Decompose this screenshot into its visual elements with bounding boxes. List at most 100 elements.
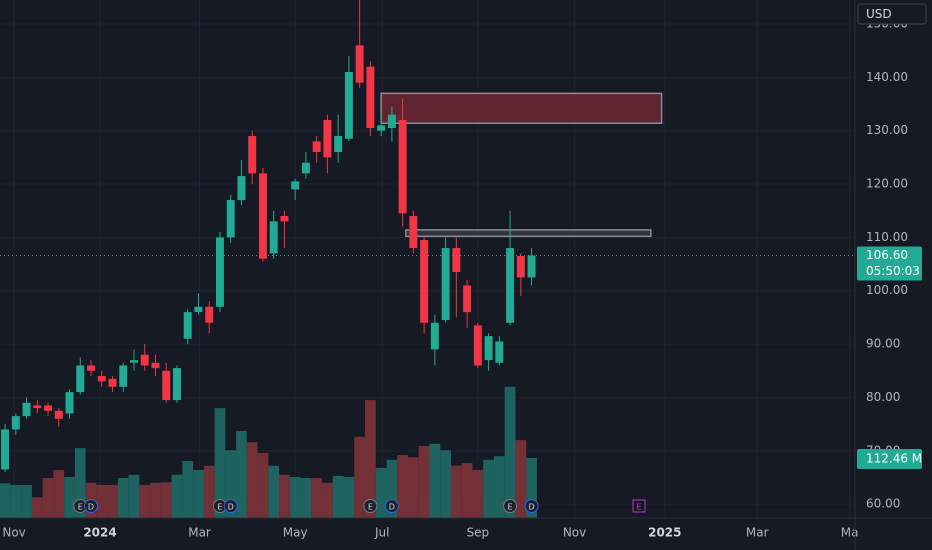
x-tick-label: 2024 xyxy=(83,526,116,540)
y-tick-label: 100.00 xyxy=(866,283,908,297)
event-icon xyxy=(503,499,518,513)
candle-body xyxy=(420,240,429,323)
candle-body xyxy=(441,248,450,321)
volume-bar xyxy=(42,477,54,518)
candle-body xyxy=(387,114,396,129)
candle-body xyxy=(366,66,375,129)
event-label: D xyxy=(389,503,395,512)
candle-body xyxy=(97,376,106,382)
volume-bar xyxy=(440,450,451,518)
y-tick-label: 90.00 xyxy=(866,337,900,351)
x-tick-label: Nov xyxy=(563,526,586,540)
candle-body xyxy=(516,256,525,278)
candle-body xyxy=(258,173,267,259)
x-tick-label: 2025 xyxy=(648,526,681,540)
volume-bar xyxy=(182,460,194,518)
volume-bar xyxy=(21,484,32,518)
x-tick-label: Nov xyxy=(2,526,25,540)
candle-body xyxy=(484,336,493,361)
volume-bar xyxy=(171,474,183,518)
event-icon xyxy=(524,499,539,513)
volume-label-box xyxy=(857,449,922,470)
candle-body xyxy=(430,322,439,350)
y-tick-label: 130.00 xyxy=(866,123,908,137)
candle-body xyxy=(108,378,117,387)
currency-box[interactable] xyxy=(857,3,927,25)
volume-bar xyxy=(429,443,441,518)
candle-body xyxy=(76,365,85,393)
event-label: D xyxy=(88,503,94,512)
volume-bar xyxy=(139,484,151,518)
zone xyxy=(405,229,652,238)
candle-body xyxy=(280,216,289,222)
volume-bar xyxy=(343,476,355,518)
event-icon xyxy=(632,499,646,513)
volume-bar xyxy=(461,463,473,518)
event-icon xyxy=(363,499,378,513)
event-label: E xyxy=(217,503,222,512)
candle-body xyxy=(527,255,536,278)
event-label: E xyxy=(368,503,373,512)
candle-body xyxy=(183,312,192,339)
event-icon xyxy=(84,499,99,513)
candle-body xyxy=(463,285,472,313)
volume-bar xyxy=(203,465,215,518)
candle-body xyxy=(140,354,149,366)
candle-body xyxy=(226,200,235,238)
candle-body xyxy=(130,360,138,363)
volume-bar xyxy=(225,450,237,518)
volume-bar xyxy=(289,476,301,518)
candle-body xyxy=(162,370,171,401)
candle-body xyxy=(87,365,95,371)
volume-bar xyxy=(160,482,172,518)
volume-bar xyxy=(117,477,129,518)
y-tick-label: 80.00 xyxy=(866,390,900,404)
volume-bar xyxy=(257,452,269,518)
volume-bar xyxy=(354,436,366,518)
volume-bar xyxy=(332,475,344,518)
volume-bar xyxy=(407,457,419,518)
candle-body xyxy=(291,181,300,190)
candle-body xyxy=(355,45,364,83)
candle-body xyxy=(54,410,63,419)
volume-bar xyxy=(31,497,43,518)
volume-bar xyxy=(418,445,430,518)
y-tick-label: 120.00 xyxy=(866,177,908,191)
volume-bar xyxy=(107,484,118,518)
x-tick-label: May xyxy=(283,526,308,540)
volume-bar xyxy=(74,448,86,518)
price-label: 106.60 xyxy=(866,248,908,262)
currency: USD xyxy=(866,7,892,21)
candle-body xyxy=(215,237,224,307)
candle-body xyxy=(237,176,246,201)
event-label: D xyxy=(528,503,534,512)
volume-bar xyxy=(322,482,333,518)
y-tick-label: 60.00 xyxy=(866,497,900,511)
volume-bar xyxy=(10,484,22,518)
volume-bar xyxy=(300,477,312,518)
candle-body xyxy=(151,362,160,369)
event-label: E xyxy=(508,503,513,512)
candle-body xyxy=(248,136,257,174)
volume-bar xyxy=(0,483,11,518)
candle-body xyxy=(344,72,353,139)
x-tick-label: Mar xyxy=(188,526,211,540)
volume-bar xyxy=(504,386,516,518)
candle-body xyxy=(119,365,128,387)
candle-body xyxy=(44,405,53,411)
candle-body xyxy=(409,216,418,249)
volume-bar xyxy=(472,469,484,518)
volume-bar xyxy=(483,459,494,518)
candle-body xyxy=(473,325,482,366)
volume-bar xyxy=(311,477,323,518)
event-icon xyxy=(384,499,399,513)
volume-bar xyxy=(386,459,398,518)
countdown: 05:50:03 xyxy=(866,264,920,278)
event-label: D xyxy=(228,503,234,512)
candle-body xyxy=(33,405,42,409)
volume-bar xyxy=(236,431,247,518)
zone xyxy=(380,92,663,124)
candle-body xyxy=(22,402,31,417)
